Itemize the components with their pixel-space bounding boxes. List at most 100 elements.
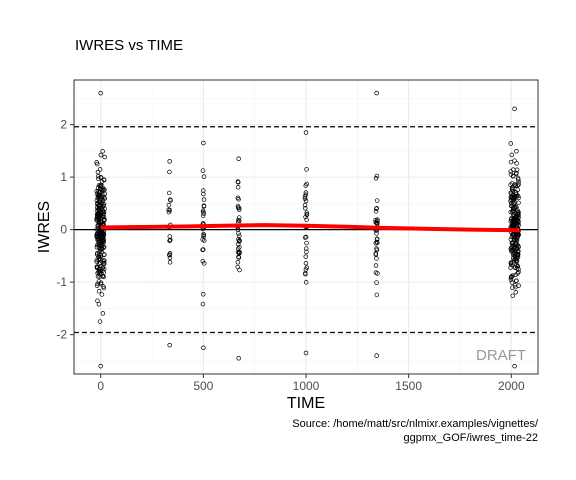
chart-title: IWRES vs TIME: [75, 37, 183, 54]
data-point: [201, 197, 207, 202]
data-point: [167, 252, 172, 257]
data-point: [303, 246, 309, 251]
data-point: [167, 260, 173, 265]
data-point: [512, 106, 517, 112]
data-point: [95, 169, 101, 175]
data-point: [166, 202, 172, 208]
data-point: [100, 208, 106, 213]
data-point: [303, 190, 309, 195]
data-point: [202, 238, 207, 243]
data-point: [512, 253, 517, 259]
data-point: [303, 271, 308, 277]
data-point: [374, 353, 379, 358]
data-point: [97, 189, 102, 195]
data-point: [99, 250, 104, 255]
data-point: [303, 206, 308, 211]
data-point: [512, 282, 518, 288]
data-point: [510, 173, 516, 179]
data-point: [94, 231, 100, 237]
data-point: [100, 149, 105, 154]
data-point: [94, 264, 100, 270]
data-point: [512, 158, 517, 163]
data-point: [102, 217, 107, 222]
data-point: [509, 215, 514, 221]
data-point: [515, 234, 521, 239]
data-point: [95, 185, 101, 191]
data-point: [508, 265, 513, 270]
data-point: [97, 194, 103, 200]
draft-watermark: DRAFT: [476, 347, 526, 364]
data-point: [236, 239, 242, 244]
data-point: [373, 252, 379, 257]
data-point: [508, 172, 514, 177]
data-point: [513, 290, 519, 295]
y-axis-title: IWRES: [36, 201, 53, 253]
data-point: [97, 167, 103, 172]
data-point: [236, 237, 241, 242]
data-point: [304, 240, 309, 246]
data-point: [511, 201, 516, 206]
data-point: [201, 231, 206, 237]
data-point: [304, 217, 309, 222]
data-point: [303, 280, 309, 285]
data-point: [167, 255, 173, 260]
y-axis: -2 -1 0 1 2: [56, 118, 74, 342]
data-point: [98, 90, 103, 96]
data-point: [97, 319, 103, 324]
data-point: [237, 244, 242, 250]
data-point: [96, 203, 102, 208]
data-point: [374, 206, 380, 211]
data-point: [95, 250, 100, 256]
data-point: [509, 280, 515, 285]
data-point: [99, 237, 104, 243]
data-point: [102, 154, 107, 160]
data-point: [167, 237, 173, 243]
data-point: [95, 298, 100, 304]
data-point: [515, 175, 521, 181]
data-point: [303, 254, 309, 259]
data-point: [304, 167, 309, 172]
data-point: [303, 130, 309, 135]
x-tick-label: 500: [193, 379, 213, 393]
x-axis: 0 500 1000 1500 2000: [97, 374, 525, 393]
data-point: [512, 205, 518, 211]
data-point: [374, 292, 380, 298]
data-point: [508, 141, 514, 146]
data-point: [511, 196, 517, 202]
data-point: [511, 222, 517, 228]
data-point: [167, 208, 173, 213]
data-point: [374, 231, 379, 236]
data-point: [200, 292, 206, 297]
data-point: [510, 256, 516, 261]
data-point: [100, 311, 106, 316]
data-point: [101, 284, 106, 289]
data-point: [235, 249, 241, 255]
data-point: [235, 217, 241, 223]
data-point: [101, 244, 107, 250]
data-point: [513, 183, 519, 188]
data-point: [94, 257, 100, 263]
data-point: [509, 197, 514, 203]
data-point: [303, 260, 309, 266]
data-point: [375, 218, 380, 224]
data-point: [95, 281, 100, 287]
data-point: [515, 219, 521, 224]
data-point: [514, 194, 519, 199]
data-point: [513, 272, 518, 278]
data-point: [201, 204, 207, 209]
data-point: [201, 140, 206, 146]
data-point: [373, 176, 379, 181]
data-point: [98, 363, 103, 369]
data-point: [236, 215, 242, 220]
data-point: [167, 159, 172, 164]
data-point: [97, 192, 103, 198]
data-point: [236, 231, 241, 236]
data-point: [509, 240, 515, 246]
data-point: [235, 185, 241, 190]
data-point: [515, 249, 521, 255]
data-point: [101, 201, 107, 207]
data-point: [303, 198, 309, 204]
data-point: [374, 220, 380, 226]
data-point: [375, 217, 380, 222]
